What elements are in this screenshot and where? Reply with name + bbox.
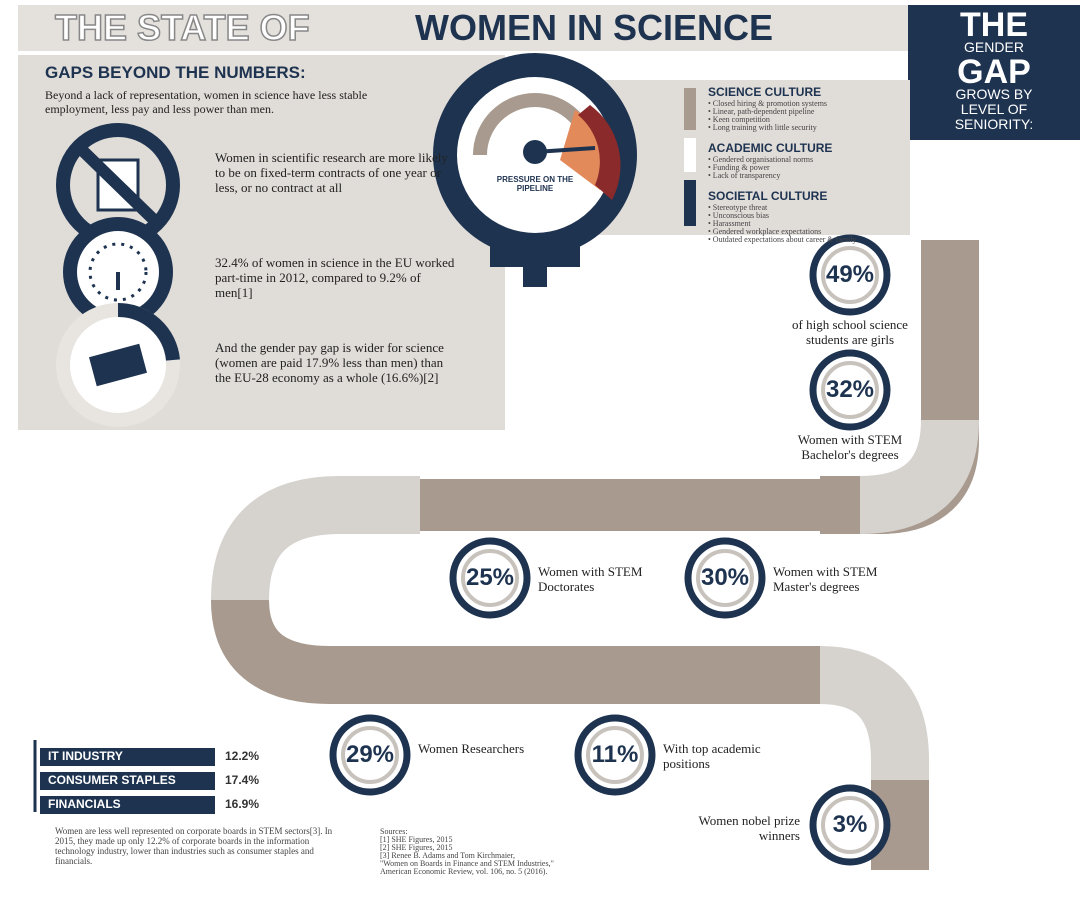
culture-bullet: • Long training with little security xyxy=(708,124,817,132)
stage-value: 49% xyxy=(815,261,885,289)
stage-text: With top academic positions xyxy=(663,741,783,771)
gaps-item: And the gender pay gap is wider for scie… xyxy=(215,340,460,385)
corner-line: SENIORITY: xyxy=(908,117,1080,132)
gaps-item: 32.4% of women in science in the EU work… xyxy=(215,255,460,300)
board-value: 16.9% xyxy=(225,797,259,812)
stage-text: of high school science students are girl… xyxy=(785,317,915,347)
culture-bar xyxy=(684,138,696,172)
culture-title: SOCIETAL CULTURE xyxy=(708,189,827,204)
gaps-intro: Beyond a lack of representation, women i… xyxy=(45,88,405,116)
corner-line: GAP xyxy=(908,55,1080,90)
stage-text: Women nobel prize winners xyxy=(690,813,800,843)
gaps-item: Women in scientific research are more li… xyxy=(215,150,460,195)
culture-bullet: • Outdated expectations about career & f… xyxy=(708,236,857,244)
stage-value: 29% xyxy=(335,741,405,769)
stage-text: Women Researchers xyxy=(418,741,538,756)
source-line: American Economic Review, vol. 106, no. … xyxy=(380,868,547,876)
stage-text: Women with STEM Bachelor's degrees xyxy=(785,432,915,462)
corner-line: THE xyxy=(908,8,1080,43)
board-name: CONSUMER STAPLES xyxy=(48,773,176,788)
stage-text: Women with STEM Doctorates xyxy=(538,564,658,594)
infographic: THE STATE OFWOMEN IN SCIENCETHEGENDERGAP… xyxy=(0,0,1088,899)
culture-bar xyxy=(684,88,696,130)
culture-title: ACADEMIC CULTURE xyxy=(708,141,832,156)
gauge-label: PRESSURE ON THE PIPELINE xyxy=(495,175,575,193)
culture-bar xyxy=(684,180,696,226)
artwork xyxy=(0,0,1088,899)
board-value: 12.2% xyxy=(225,749,259,764)
stage-value: 11% xyxy=(580,741,650,769)
culture-bullet: • Lack of transparency xyxy=(708,172,780,180)
gaps-title: GAPS BEYOND THE NUMBERS: xyxy=(45,65,306,80)
icon-money xyxy=(63,310,173,420)
stage-value: 32% xyxy=(815,376,885,404)
stage-value: 3% xyxy=(815,811,885,839)
title-light: THE STATE OF xyxy=(55,8,310,48)
title-bold: WOMEN IN SCIENCE xyxy=(415,8,773,48)
board-name: IT INDUSTRY xyxy=(48,749,123,764)
boards-caption: Women are less well represented on corpo… xyxy=(55,826,345,866)
board-value: 17.4% xyxy=(225,773,259,788)
culture-title: SCIENCE CULTURE xyxy=(708,85,821,100)
stage-value: 30% xyxy=(690,564,760,592)
board-name: FINANCIALS xyxy=(48,797,121,812)
stage-text: Women with STEM Master's degrees xyxy=(773,564,893,594)
corner-line: GROWS BY xyxy=(908,87,1080,102)
stage-value: 25% xyxy=(455,564,525,592)
corner-line: LEVEL OF xyxy=(908,102,1080,117)
